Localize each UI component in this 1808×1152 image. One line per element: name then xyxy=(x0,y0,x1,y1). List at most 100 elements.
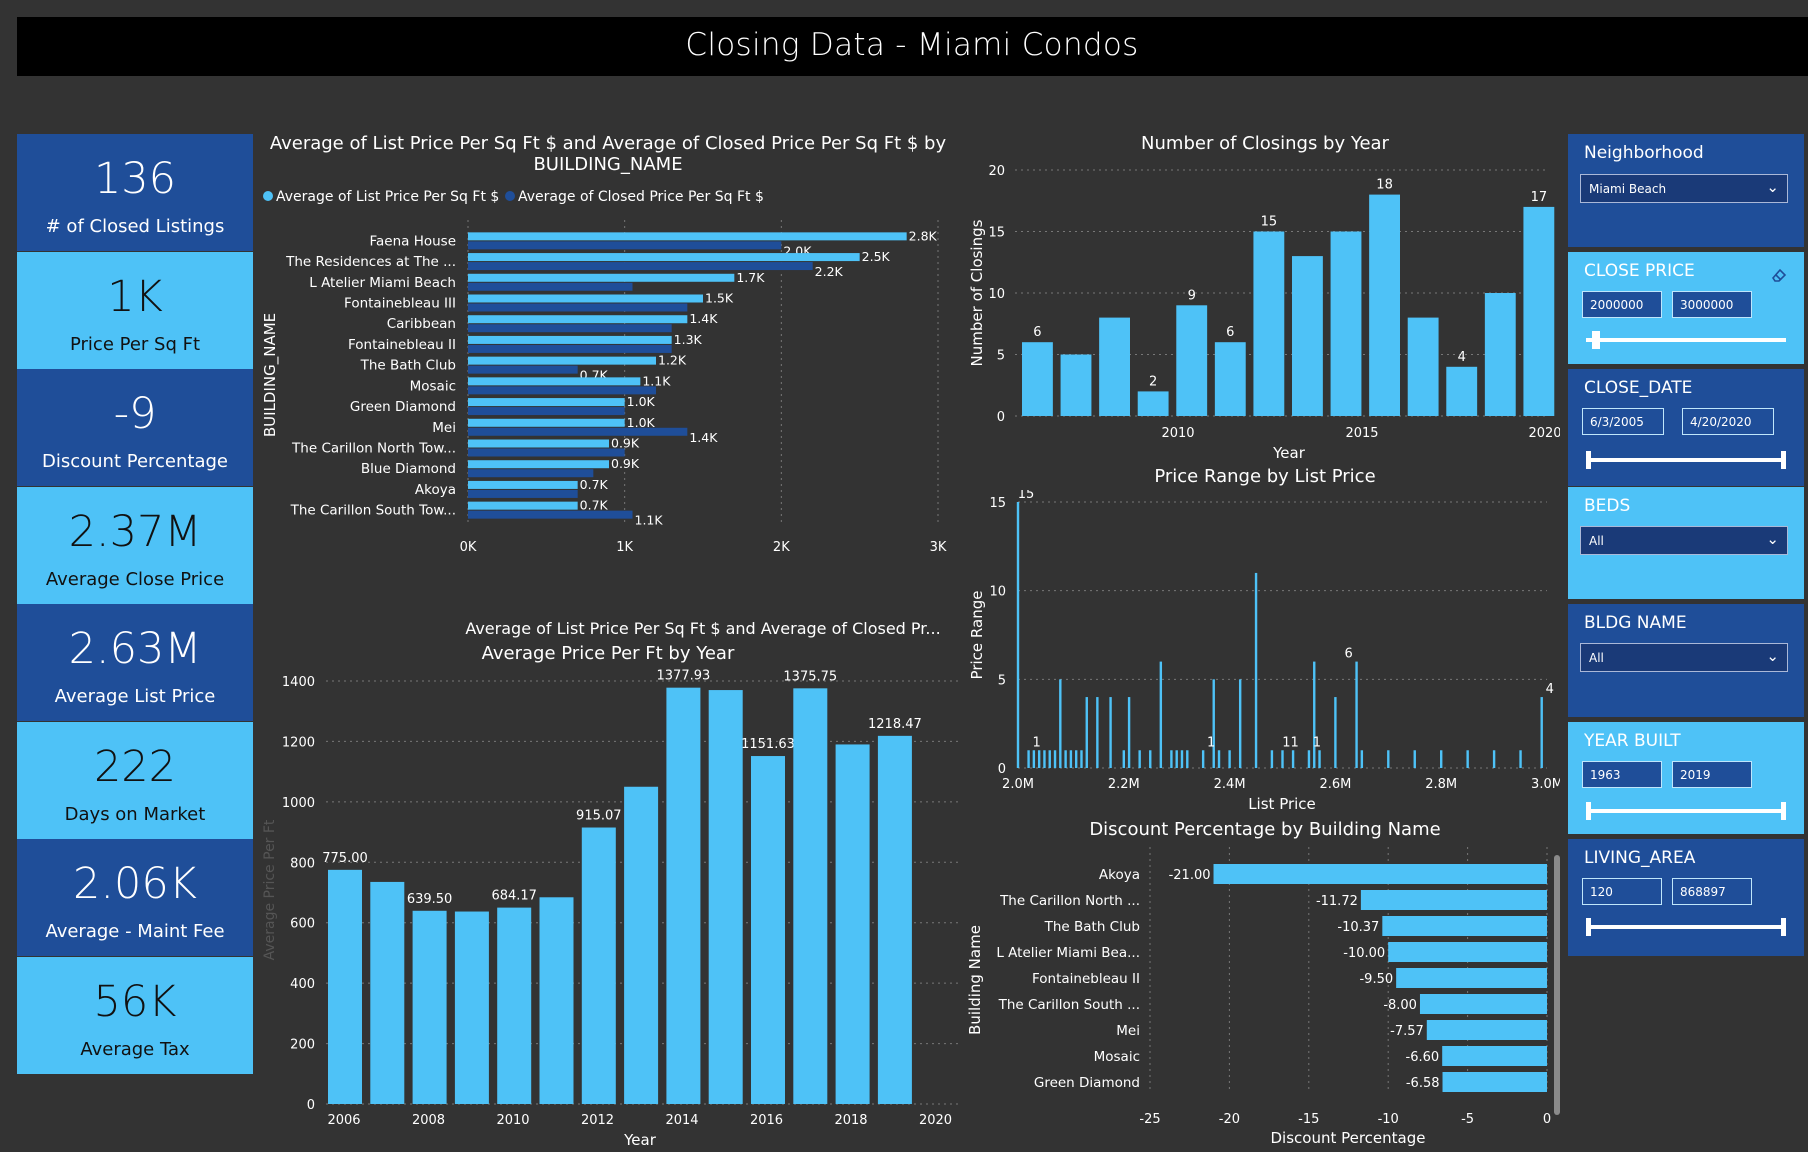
bar xyxy=(1064,750,1067,768)
building-chart-title: Average of List Price Per Sq Ft $ and Av… xyxy=(269,133,947,175)
living-area-min-input[interactable]: 120 xyxy=(1582,878,1662,905)
y-tick-label: 10 xyxy=(989,585,1006,600)
data-label: 15 xyxy=(1261,215,1278,230)
close-price-slider-track[interactable] xyxy=(1586,338,1786,342)
neighborhood-dropdown[interactable]: Miami Beach ⌄ xyxy=(1580,174,1788,203)
discount-by-building-chart[interactable]: -25 -20 -15 -10 -5 0 Akoya -21.00 The Carillon N… xyxy=(960,840,1565,1152)
x-axis-label: List Price xyxy=(1248,795,1316,813)
close-price-min-input[interactable]: 2000000 xyxy=(1582,291,1662,318)
y-tick-label: 400 xyxy=(290,977,315,992)
y-tick-label: 5 xyxy=(998,673,1006,688)
slicer-year-built: YEAR BUILT 1963 2019 xyxy=(1568,722,1804,834)
kpi-card-closed-listings[interactable]: 136 # of Closed Listings xyxy=(17,134,253,251)
data-label: 2.5K xyxy=(862,249,891,264)
data-label: -11.72 xyxy=(1316,894,1358,909)
close-date-max-input[interactable]: 4/20/2020 xyxy=(1682,408,1774,435)
x-tick-label: 2015 xyxy=(1345,426,1378,441)
kpi-card-days-on-market[interactable]: 222 Days on Market xyxy=(17,722,253,839)
data-label: 2.2K xyxy=(815,264,844,279)
data-label: 1.5K xyxy=(705,291,734,306)
kpi-value: 2.06K xyxy=(73,859,197,909)
data-label: 1218.47 xyxy=(868,717,922,732)
bar xyxy=(468,344,672,353)
bar xyxy=(793,688,828,1104)
living-area-max-input[interactable]: 868897 xyxy=(1672,878,1752,905)
kpi-value: 1K xyxy=(107,272,163,322)
chevron-down-icon: ⌄ xyxy=(1766,530,1779,548)
bar xyxy=(1484,293,1516,416)
bar xyxy=(1442,1046,1547,1066)
year-built-slider-end-handle[interactable] xyxy=(1781,802,1786,820)
avgprice-chart-title: Average Price Per Ft by Year xyxy=(481,643,735,664)
bar xyxy=(1138,750,1141,768)
bar xyxy=(1492,750,1496,768)
year-built-min-input[interactable]: 1963 xyxy=(1582,761,1662,788)
close-date-min-input[interactable]: 6/3/2005 xyxy=(1582,408,1664,435)
bar xyxy=(1099,317,1130,416)
bar xyxy=(454,911,489,1104)
beds-dropdown[interactable]: All ⌄ xyxy=(1580,526,1788,555)
closings-by-year-chart[interactable]: 0 5 10 15 20 6 2 9 6 15 18 4 17 2010 2015 2020 Year Numbe… xyxy=(960,158,1560,463)
year-built-max-input[interactable]: 2019 xyxy=(1672,761,1752,788)
x-axis-label: Year xyxy=(623,1131,657,1149)
kpi-label: Days on Market xyxy=(64,804,206,825)
category-label: Akoya xyxy=(1099,867,1140,883)
living-area-slider-start-handle[interactable] xyxy=(1586,918,1591,936)
close-date-slider-end-handle[interactable] xyxy=(1781,451,1786,469)
kpi-label: Price Per Sq Ft xyxy=(69,334,201,355)
x-tick-label: 0 xyxy=(1543,1112,1551,1127)
x-tick-label: 2012 xyxy=(581,1113,614,1128)
scrollbar-thumb[interactable] xyxy=(1554,855,1560,1115)
data-label: 1375.75 xyxy=(783,669,837,684)
category-label: Mei xyxy=(1116,1023,1140,1039)
living-area-slider-track[interactable] xyxy=(1586,925,1786,929)
year-built-slider-track[interactable] xyxy=(1586,809,1786,813)
living-area-slider-end-handle[interactable] xyxy=(1781,918,1786,936)
category-label: Blue Diamond xyxy=(361,461,456,477)
x-axis-label: Year xyxy=(1272,444,1306,462)
kpi-card-average-list-price[interactable]: 2.63M Average List Price xyxy=(17,604,253,721)
bar xyxy=(468,253,860,262)
kpi-card-maint-fee[interactable]: 2.06K Average - Maint Fee xyxy=(17,839,253,956)
x-tick-label: 2.6M xyxy=(1319,777,1351,792)
close-date-slider-track[interactable] xyxy=(1586,458,1786,462)
bar xyxy=(468,282,633,291)
slicer-neighborhood: Neighborhood Miami Beach ⌄ xyxy=(1568,134,1804,247)
slicer-title: LIVING_AREA xyxy=(1584,848,1696,868)
kpi-card-average-close-price[interactable]: 2.37M Average Close Price xyxy=(17,487,253,604)
bar xyxy=(468,480,578,489)
building-price-chart[interactable]: Average of List Price Per Sq Ft $ Average… xyxy=(258,180,958,640)
bar xyxy=(666,687,701,1104)
bar xyxy=(1069,750,1073,768)
data-label: -6.60 xyxy=(1406,1050,1440,1065)
bar xyxy=(1254,572,1258,768)
eraser-icon[interactable] xyxy=(1770,266,1788,284)
x-axis-label: Average of List Price Per Sq Ft $ and Av… xyxy=(465,619,940,638)
year-built-slider-start-handle[interactable] xyxy=(1586,802,1591,820)
bar xyxy=(1281,750,1284,768)
bar xyxy=(1186,750,1189,768)
legend-marker xyxy=(505,191,515,201)
bar xyxy=(468,365,578,374)
y-tick-label: 200 xyxy=(290,1038,315,1053)
close-price-slider-handle[interactable] xyxy=(1592,331,1600,349)
bar xyxy=(468,439,609,448)
x-tick-label: 2016 xyxy=(750,1113,783,1128)
bldg-name-dropdown[interactable]: All ⌄ xyxy=(1580,643,1788,672)
kpi-card-price-per-sqft[interactable]: 1K Price Per Sq Ft xyxy=(17,252,253,369)
kpi-card-average-tax[interactable]: 56K Average Tax xyxy=(17,957,253,1074)
bar xyxy=(1096,697,1099,768)
close-price-max-input[interactable]: 3000000 xyxy=(1672,291,1752,318)
category-label: L Atelier Miami Bea... xyxy=(996,945,1140,961)
close-date-slider-start-handle[interactable] xyxy=(1586,451,1591,469)
bar xyxy=(468,427,688,436)
avg-price-by-year-chart[interactable]: 0 200 400 600 800 1000 1200 1400 775.00 639.50 684… xyxy=(258,665,958,1152)
slicer-title: CLOSE PRICE xyxy=(1584,261,1695,281)
bar xyxy=(468,398,625,407)
bar xyxy=(370,881,405,1104)
kpi-card-discount-percentage[interactable]: -9 Discount Percentage xyxy=(17,369,253,486)
data-label: -10.00 xyxy=(1343,946,1385,961)
data-label: 15 xyxy=(1018,490,1035,502)
y-tick-label: 0 xyxy=(307,1098,315,1113)
